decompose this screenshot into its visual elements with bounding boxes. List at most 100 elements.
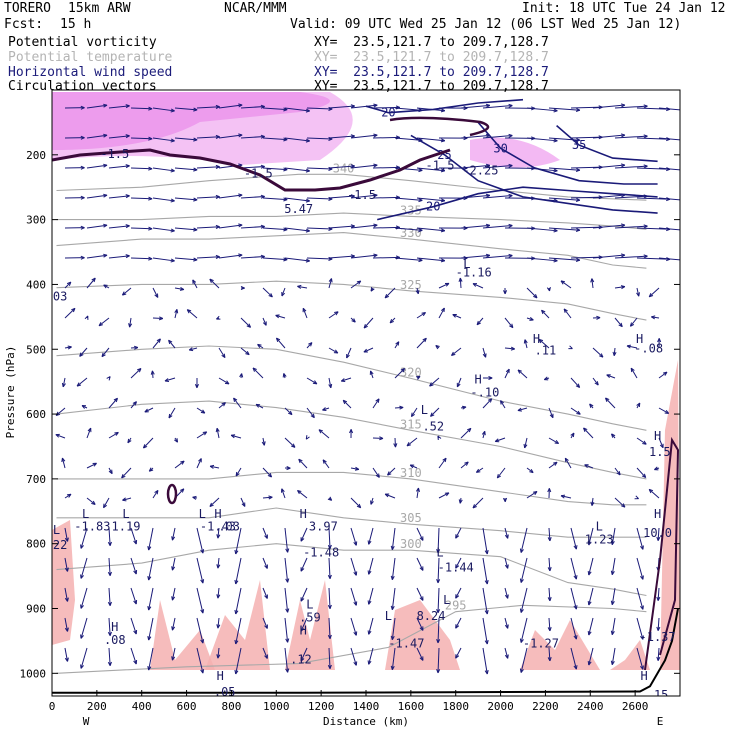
- wind-vector: [143, 437, 154, 449]
- wind-vector: [372, 196, 400, 199]
- wind-vector-head: [689, 199, 693, 202]
- wind-vector: [541, 309, 550, 319]
- wind-vector-head: [418, 258, 423, 263]
- wind-vector: [658, 437, 664, 448]
- wind-vector: [306, 197, 333, 200]
- theta-label: 295: [445, 599, 467, 613]
- wind-vector: [658, 407, 669, 414]
- wind-vector-head: [575, 227, 581, 232]
- wind-vector-head: [640, 605, 644, 610]
- wind-vector: [240, 497, 246, 507]
- pv-value-label: .11: [535, 343, 557, 357]
- wind-vector: [611, 647, 616, 665]
- wind-vector-head: [436, 579, 441, 584]
- pv-value-label: -1.16: [456, 266, 492, 280]
- wind-vector-head: [648, 488, 654, 494]
- wind-vector-head: [285, 608, 290, 613]
- wind-vector: [262, 496, 273, 499]
- pv-value-label: -1.5: [100, 147, 129, 161]
- wind-vector-head: [442, 457, 447, 463]
- wind-vector: [437, 557, 440, 583]
- wind-vector: [504, 647, 509, 659]
- wind-vector: [387, 467, 396, 476]
- wind-vector: [86, 164, 108, 169]
- wind-vector-head: [283, 227, 288, 232]
- wind-vector-head: [234, 579, 239, 585]
- wind-speed-contour: [410, 134, 658, 214]
- wind-vector-head: [147, 665, 152, 671]
- wind-vector: [216, 428, 220, 439]
- wind-vector-head: [508, 253, 513, 258]
- wind-vector: [86, 134, 108, 139]
- wind-vector-head: [375, 398, 380, 403]
- wind-vector: [636, 197, 671, 200]
- wind-vector-head: [322, 459, 327, 464]
- wind-vector-head: [455, 534, 460, 539]
- wind-vector-head: [64, 597, 69, 602]
- pv-value-label: 1.23: [585, 533, 614, 547]
- wind-vector: [526, 467, 534, 474]
- wind-vector: [328, 557, 331, 579]
- wind-vector: [262, 107, 288, 111]
- theta-label: 320: [400, 365, 422, 379]
- wind-vector: [235, 467, 242, 477]
- wind-vector: [174, 460, 185, 469]
- wind-vector: [168, 339, 176, 349]
- wind-vector-head: [367, 630, 372, 635]
- wind-vector-head: [193, 137, 198, 142]
- wind-vector: [504, 557, 509, 569]
- wind-vector-head: [239, 373, 244, 378]
- pv-value-label: 6.69: [365, 727, 394, 740]
- wind-vector: [570, 617, 577, 640]
- extremum-marker: H: [111, 620, 118, 634]
- wind-vector-head: [395, 341, 400, 346]
- wind-vector: [80, 587, 88, 609]
- wind-vector-head: [209, 278, 214, 283]
- wind-vector-head: [458, 499, 463, 504]
- x-axis-title: Distance (km): [323, 715, 409, 728]
- wind-vector: [328, 647, 331, 669]
- wind-vector: [152, 137, 175, 142]
- wind-vector: [372, 398, 380, 409]
- wind-vector-head: [114, 431, 119, 436]
- wind-vector: [350, 164, 378, 169]
- wind-vector-head: [264, 534, 268, 539]
- extremum-marker: L: [443, 593, 450, 607]
- wind-vector-head: [563, 308, 568, 313]
- wind-vector-head: [573, 545, 578, 550]
- wind-vector: [76, 377, 88, 387]
- wind-vector: [275, 314, 286, 319]
- wind-vector: [482, 135, 513, 139]
- wind-vector: [121, 467, 132, 479]
- wind-vector-head: [164, 378, 170, 382]
- wind-vector: [548, 647, 551, 661]
- wind-vector-head: [664, 409, 670, 414]
- wind-vector-head: [587, 661, 592, 666]
- wind-vector-head: [620, 285, 626, 290]
- wind-vector-head: [611, 433, 616, 438]
- wind-vector-head: [440, 168, 446, 173]
- wind-vector: [482, 527, 488, 555]
- wind-vector: [108, 647, 111, 666]
- wind-vector: [328, 225, 355, 229]
- wind-vector: [262, 617, 268, 629]
- wind-vector-head: [589, 403, 594, 408]
- wind-vector: [384, 493, 396, 499]
- wind-vector-head: [198, 458, 202, 463]
- wind-vector-head: [170, 198, 175, 203]
- wind-vector-head: [106, 376, 111, 381]
- wind-vector-head: [373, 193, 378, 198]
- wind-vector: [651, 316, 660, 319]
- wind-vector: [148, 647, 154, 671]
- wind-vector: [495, 437, 506, 442]
- wind-vector: [476, 317, 484, 326]
- wind-vector: [504, 527, 509, 539]
- pv-value-label: .03: [46, 290, 68, 304]
- wind-vector-head: [508, 193, 513, 198]
- wind-vector-head: [216, 564, 221, 569]
- wind-vector: [605, 397, 616, 409]
- wind-vector: [416, 527, 424, 541]
- wind-vector: [130, 617, 137, 635]
- wind-vector: [328, 165, 355, 169]
- wind-vector-head: [275, 314, 280, 319]
